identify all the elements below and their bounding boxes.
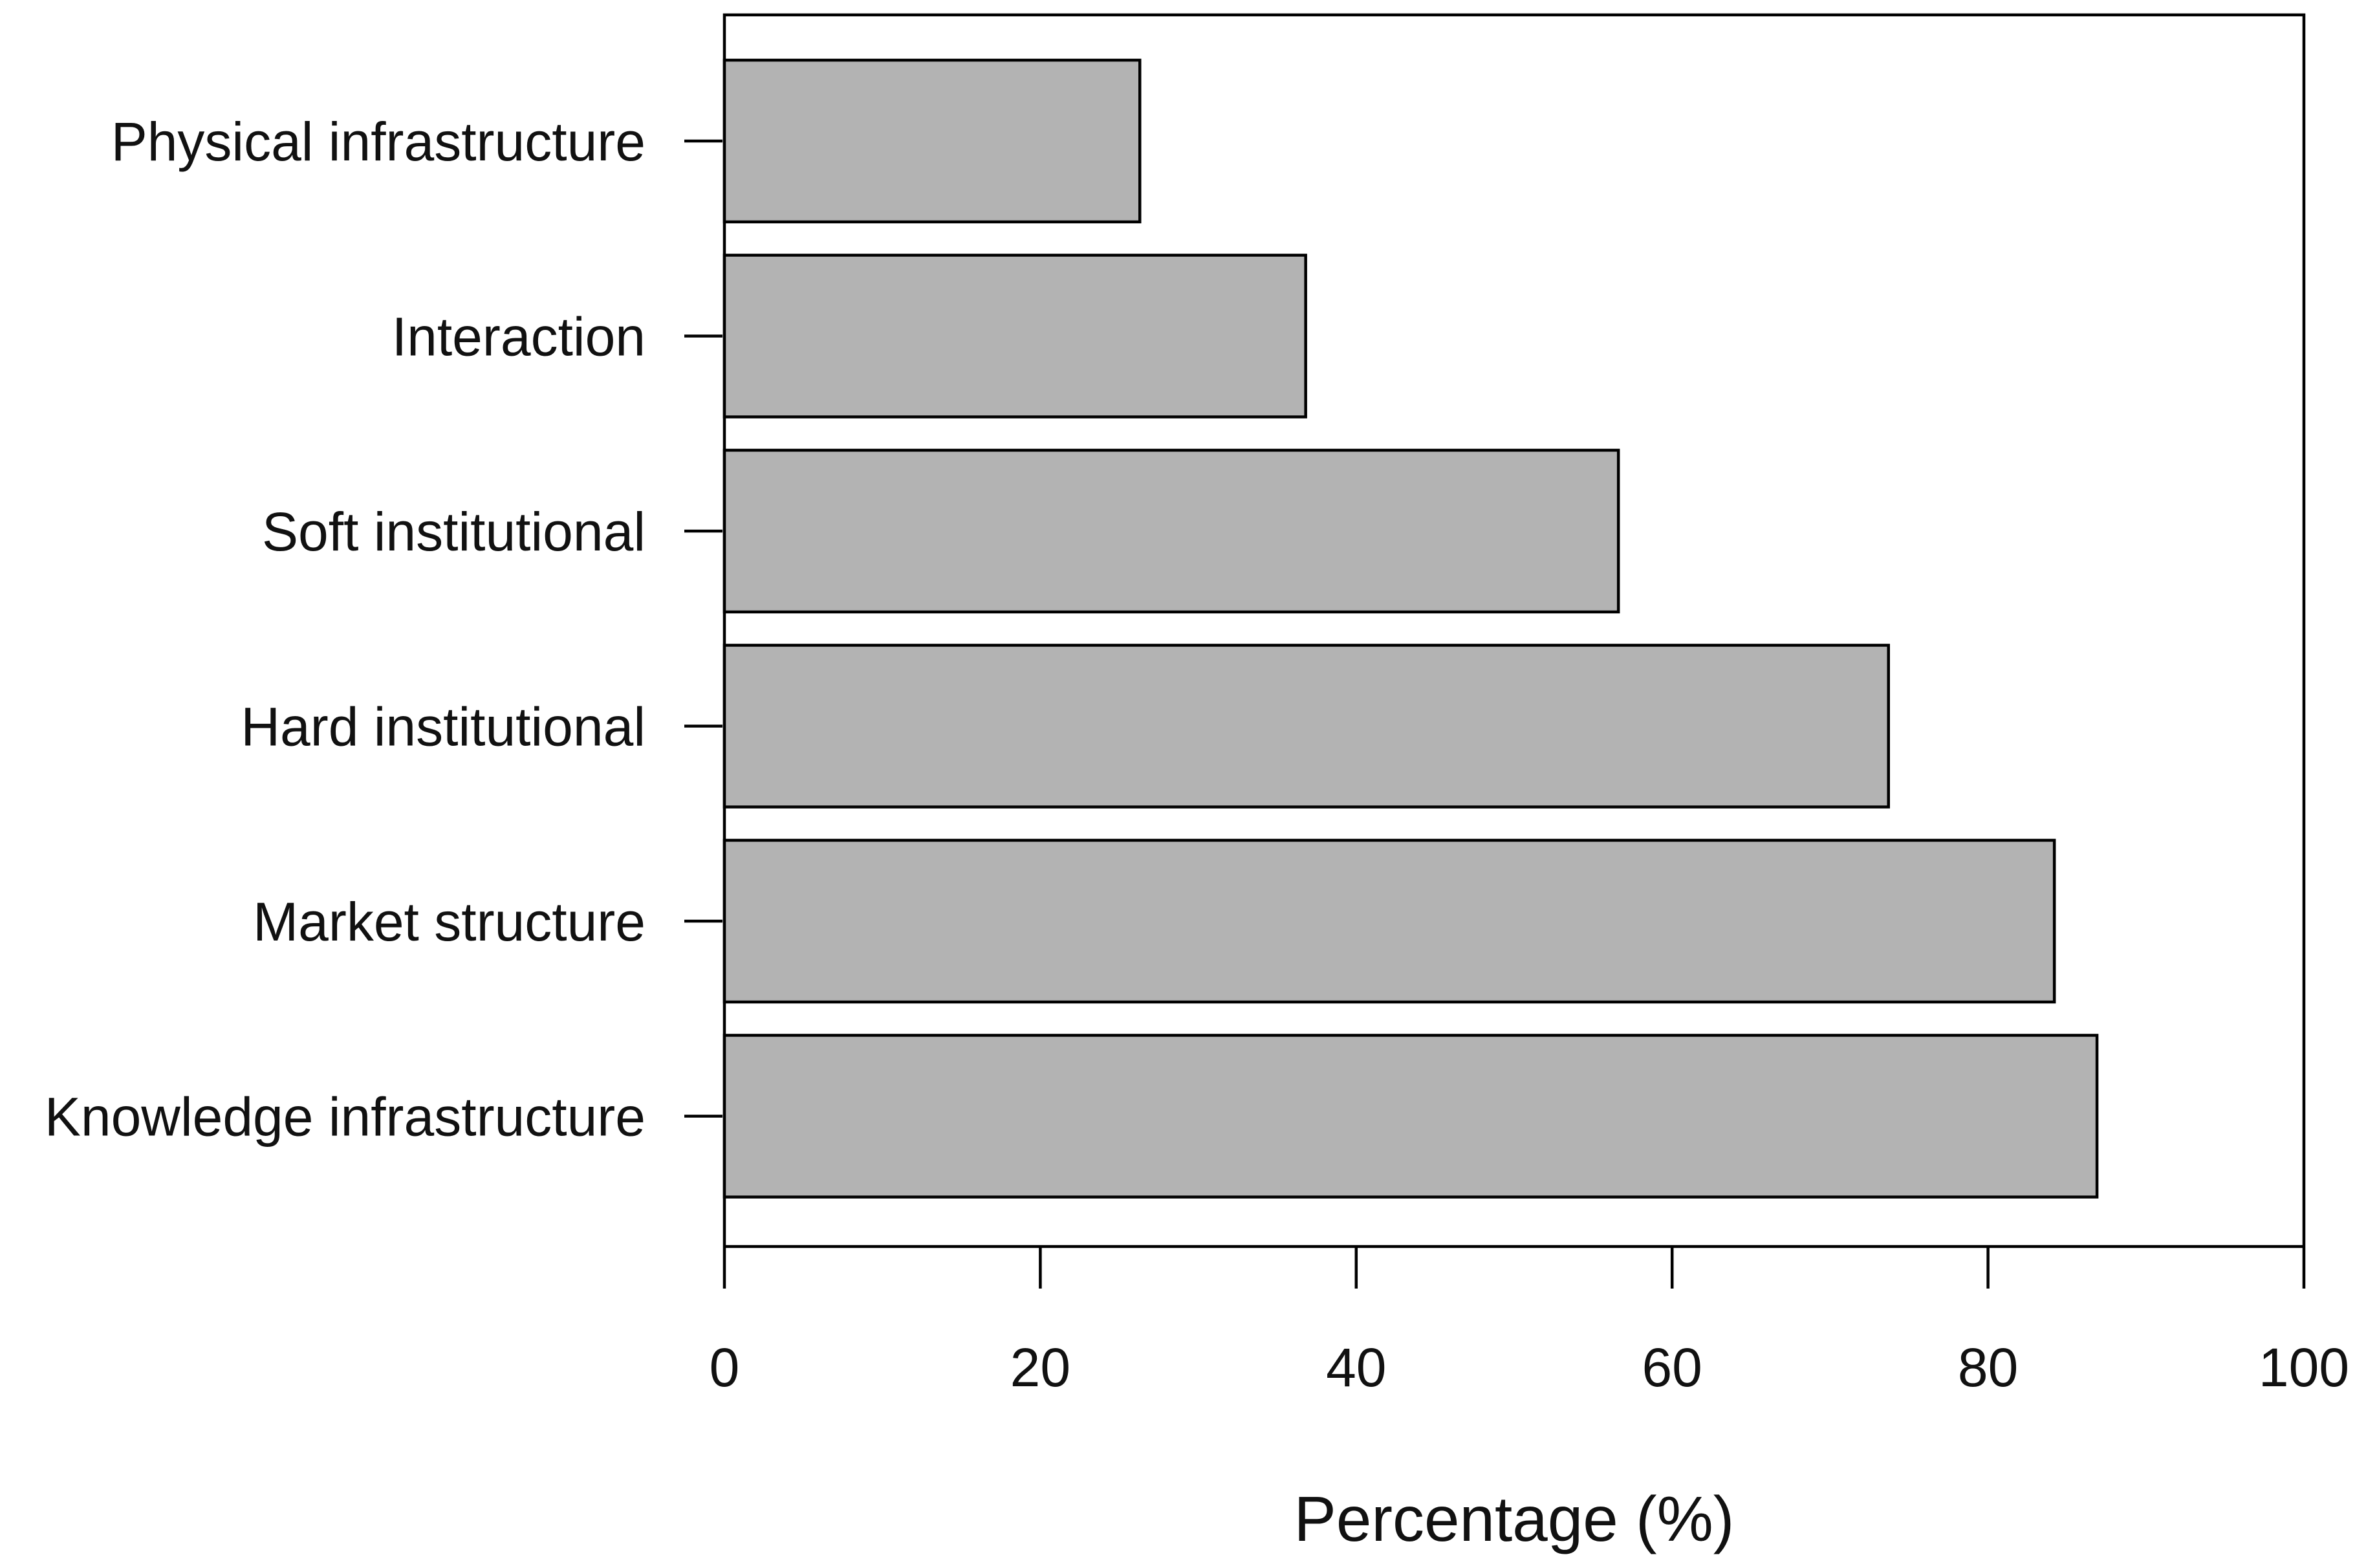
bar-physical-infrastructure — [722, 58, 1142, 224]
y-tick-label: Knowledge infrastructure — [45, 1087, 646, 1148]
y-axis-ticks — [684, 139, 722, 1118]
y-axis-category-labels: Physical infrastructure Interaction Soft i… — [45, 111, 646, 1148]
bar-interaction — [722, 254, 1307, 419]
x-tick-label: 40 — [1326, 1337, 1386, 1398]
plot-frame — [722, 13, 2306, 1248]
y-tick-label: Hard institutional — [241, 697, 646, 757]
bar-knowledge-infrastructure — [722, 1034, 2099, 1199]
y-tick-label: Soft institutional — [262, 501, 646, 562]
bar-market-structure — [722, 838, 2056, 1004]
x-axis-tick-labels: 0 20 40 60 80 100 — [710, 1337, 2349, 1398]
x-tick-label: 0 — [710, 1337, 740, 1398]
x-axis-title: Percentage (%) — [1294, 1483, 1735, 1554]
bar-soft-institutional — [722, 448, 1620, 614]
x-tick-label: 60 — [1642, 1337, 1702, 1398]
bar-hard-institutional — [722, 644, 1891, 809]
x-tick-label: 20 — [1010, 1337, 1070, 1398]
x-tick-label: 100 — [2259, 1337, 2349, 1398]
y-tick-label: Market structure — [253, 891, 646, 952]
x-axis-ticks — [722, 1247, 2306, 1289]
bars — [722, 58, 2099, 1199]
y-tick-label: Interaction — [392, 307, 646, 367]
x-tick-label: 80 — [1958, 1337, 2018, 1398]
plot-border — [722, 13, 2306, 1247]
y-tick-label: Physical infrastructure — [111, 111, 646, 172]
